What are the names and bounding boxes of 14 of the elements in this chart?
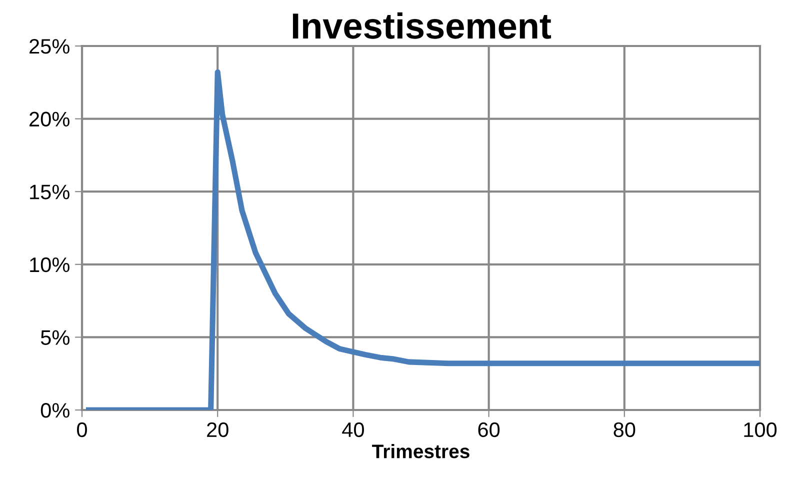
x-tick-label: 20 xyxy=(207,422,228,438)
x-tick-label: 40 xyxy=(342,422,364,438)
y-tick-label: 25% xyxy=(30,39,70,54)
y-tick-label: 10% xyxy=(30,257,70,272)
y-tick-label: 5% xyxy=(40,330,70,345)
chart-title: Investissement xyxy=(292,12,552,39)
x-tick-label: 80 xyxy=(614,422,636,438)
y-tick-label: 20% xyxy=(30,112,70,127)
x-axis-title: Trimestres xyxy=(372,444,470,458)
x-tick-label: 60 xyxy=(478,422,500,438)
x-tick-label: 0 xyxy=(77,422,87,438)
y-tick-label: 0% xyxy=(40,403,70,418)
x-tick-label: 100 xyxy=(744,422,777,438)
y-tick-label: 15% xyxy=(30,184,70,200)
